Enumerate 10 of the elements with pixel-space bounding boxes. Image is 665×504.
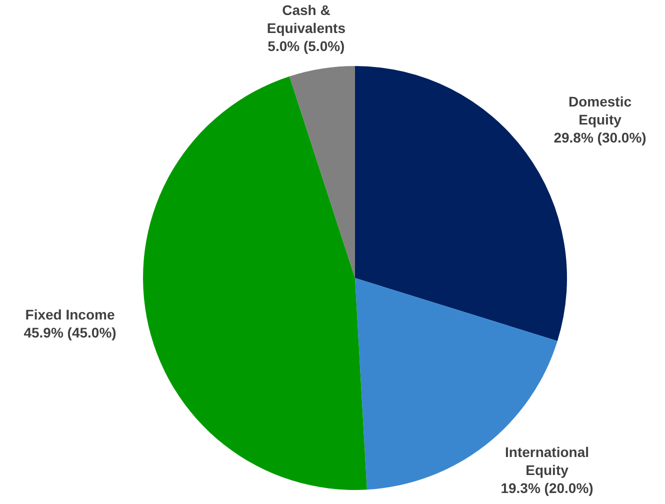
data-label: 19.3% (20.0%) bbox=[500, 480, 594, 496]
pie-slice bbox=[289, 66, 355, 278]
data-label: 5.0% (5.0%) bbox=[268, 38, 345, 54]
slice-label: Fixed Income bbox=[25, 306, 115, 322]
data-label: 29.8% (30.0%) bbox=[554, 130, 646, 146]
slice-label: Cash & Equivalents bbox=[266, 2, 346, 36]
slice-label: International Equity bbox=[504, 444, 590, 478]
slice-label: Domestic Equity bbox=[568, 94, 632, 128]
pie-slice bbox=[143, 76, 367, 490]
data-label: 45.9% (45.0%) bbox=[24, 324, 116, 340]
